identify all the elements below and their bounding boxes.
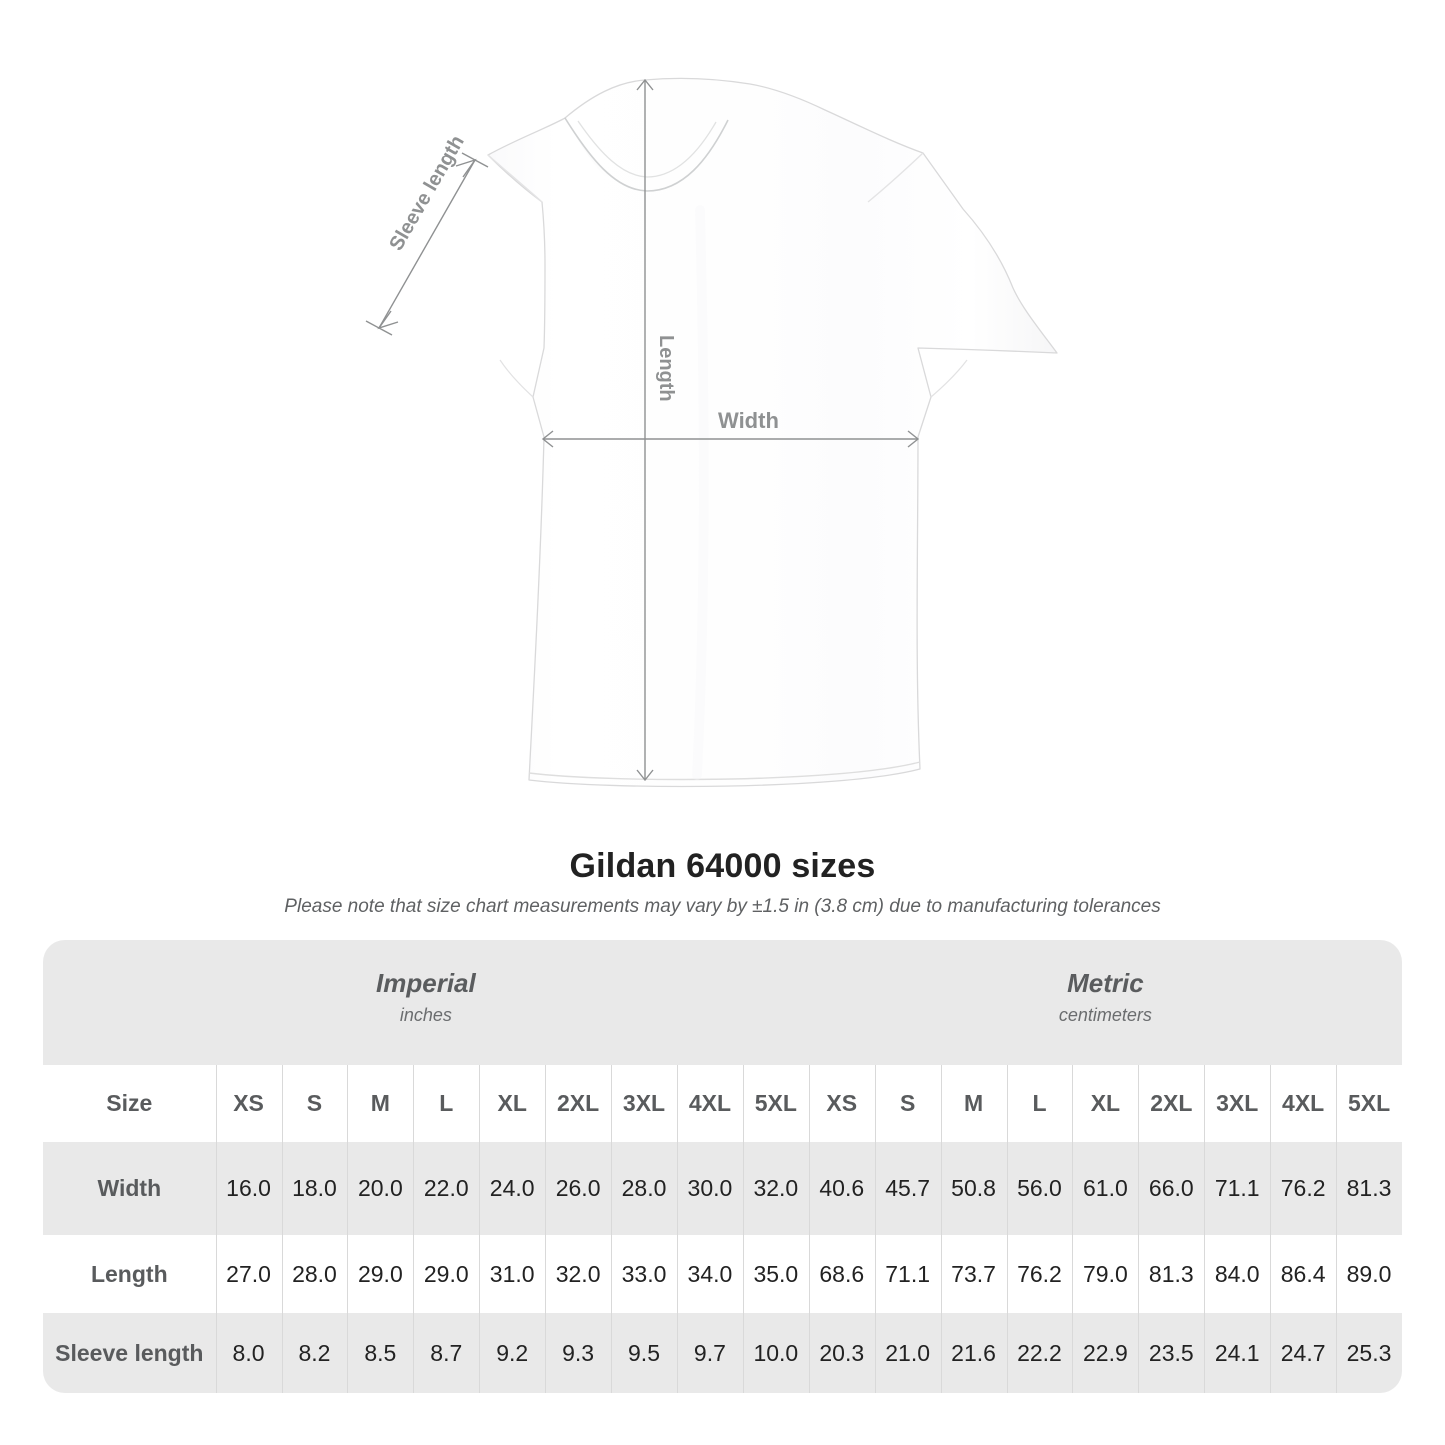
svg-text:Width: Width bbox=[718, 408, 779, 433]
svg-text:Length: Length bbox=[655, 335, 677, 402]
